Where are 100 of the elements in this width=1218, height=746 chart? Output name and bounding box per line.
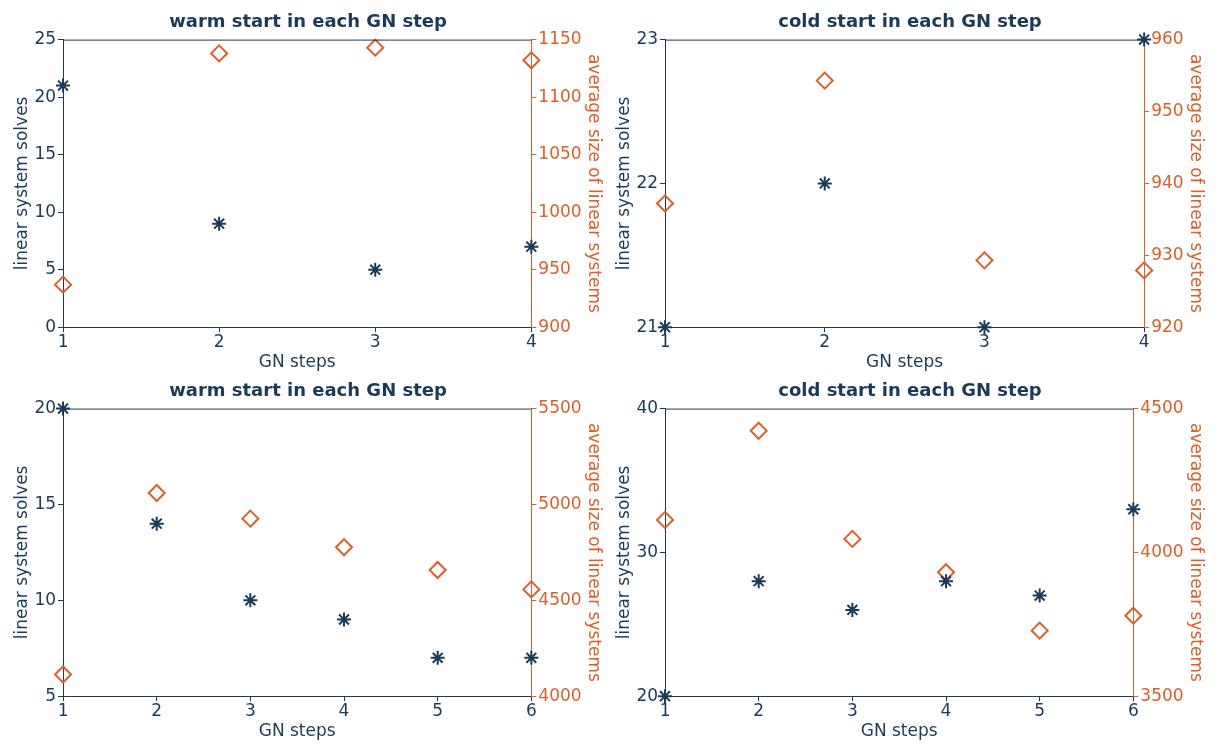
y-tick-label: 5	[45, 258, 57, 279]
chart-title: warm start in each GN step	[169, 10, 447, 32]
point	[523, 238, 540, 255]
x-tick-label: 3	[244, 699, 256, 720]
y2-tick-label: 1000	[538, 200, 582, 221]
y2-tick-label: 4500	[538, 588, 582, 609]
point	[1136, 31, 1153, 48]
y-tick-label: 20	[34, 397, 57, 418]
y-tick-label: 22	[636, 171, 659, 192]
x-tick-label: 3	[369, 330, 381, 351]
point	[336, 611, 353, 628]
y-axis-title: linear system solves	[612, 465, 633, 640]
x-axis-title: GN steps	[258, 351, 336, 372]
y-tick-label: 10	[34, 588, 57, 609]
y2-tick-label: 4000	[538, 684, 582, 705]
x-tick-label: 3	[979, 330, 990, 351]
point	[523, 649, 540, 666]
x-tick-label: 2	[819, 330, 831, 351]
y2-tick-label: 960	[1151, 28, 1184, 49]
y2-tick-label: 4000	[1140, 540, 1184, 561]
y-tick-label: 5	[45, 684, 57, 705]
y2-tick-label: 950	[1151, 99, 1184, 120]
y2-tick-label: 5000	[538, 492, 582, 513]
y2-tick-label: 1150	[538, 28, 582, 49]
x-tick-label: 2	[151, 699, 163, 720]
y-tick-label: 15	[34, 492, 57, 513]
point	[843, 529, 862, 548]
point	[54, 275, 73, 294]
y2-tick-label: 930	[1151, 243, 1184, 264]
point	[656, 194, 675, 213]
point	[938, 573, 955, 590]
y2-axis-title: average size of linear systems	[585, 53, 606, 314]
y-axis-title: linear system solves	[612, 96, 633, 271]
point	[367, 261, 384, 278]
x-axis-title: GN steps	[866, 351, 944, 372]
y2-tick-label: 900	[538, 315, 571, 336]
point	[816, 175, 833, 192]
point	[1030, 621, 1049, 640]
point	[749, 421, 768, 440]
point	[210, 44, 229, 63]
point	[241, 509, 260, 528]
x-tick-label: 1	[659, 699, 671, 720]
point	[976, 319, 993, 336]
point	[975, 251, 994, 270]
point	[211, 215, 228, 232]
point	[242, 592, 259, 609]
point	[656, 510, 675, 529]
y-tick-label: 40	[636, 397, 659, 418]
y-tick-label: 10	[34, 200, 57, 221]
y2-tick-label: 4500	[1140, 397, 1184, 418]
x-tick-label: 4	[940, 699, 952, 720]
y2-tick-label: 1100	[538, 85, 582, 106]
x-tick-label: 5	[432, 699, 444, 720]
point	[366, 38, 385, 57]
y2-tick-label: 950	[538, 258, 571, 279]
x-tick-label: 6	[1127, 699, 1139, 720]
point	[522, 51, 541, 70]
y-tick-label: 25	[34, 28, 57, 49]
point	[522, 580, 541, 599]
x-axis-title: GN steps	[258, 720, 336, 741]
x-tick-label: 2	[753, 699, 765, 720]
y2-axis-title: average size of linear systems	[1187, 422, 1208, 683]
point	[1031, 587, 1048, 604]
point	[55, 400, 72, 417]
y2-tick-label: 1050	[538, 143, 582, 164]
point	[148, 515, 165, 532]
point	[844, 601, 861, 618]
y-axis-title: linear system solves	[10, 96, 31, 271]
point	[335, 538, 354, 557]
point	[55, 77, 72, 94]
x-tick-label: 3	[846, 699, 858, 720]
x-tick-label: 1	[57, 699, 69, 720]
x-tick-label: 4	[338, 699, 350, 720]
point	[750, 573, 767, 590]
x-tick-label: 1	[659, 330, 671, 351]
chart-title: cold start in each GN step	[778, 379, 1042, 401]
x-tick-label: 4	[525, 330, 537, 351]
y-tick-label: 23	[636, 28, 659, 49]
chart-title: cold start in each GN step	[778, 10, 1042, 32]
x-tick-label: 4	[1138, 330, 1150, 351]
point	[657, 688, 674, 705]
x-axis-title: GN steps	[860, 720, 938, 741]
y-tick-label: 21	[636, 315, 659, 336]
y2-tick-label: 5500	[538, 397, 582, 418]
y-axis-title: linear system solves	[10, 465, 31, 640]
y-tick-label: 30	[636, 540, 659, 561]
x-tick-label: 2	[213, 330, 225, 351]
point	[147, 483, 166, 502]
point	[54, 665, 73, 684]
y2-axis-title: average size of linear systems	[585, 422, 606, 683]
y2-axis-title: average size of linear systems	[1187, 53, 1208, 314]
y-tick-label: 20	[636, 684, 659, 705]
point	[657, 319, 674, 336]
x-tick-label: 6	[525, 699, 537, 720]
y-tick-label: 15	[34, 143, 57, 164]
point	[815, 71, 834, 90]
chart-title: warm start in each GN step	[169, 379, 447, 401]
y2-tick-label: 940	[1151, 171, 1184, 192]
y-tick-label: 20	[34, 85, 57, 106]
y2-tick-label: 3500	[1140, 684, 1184, 705]
